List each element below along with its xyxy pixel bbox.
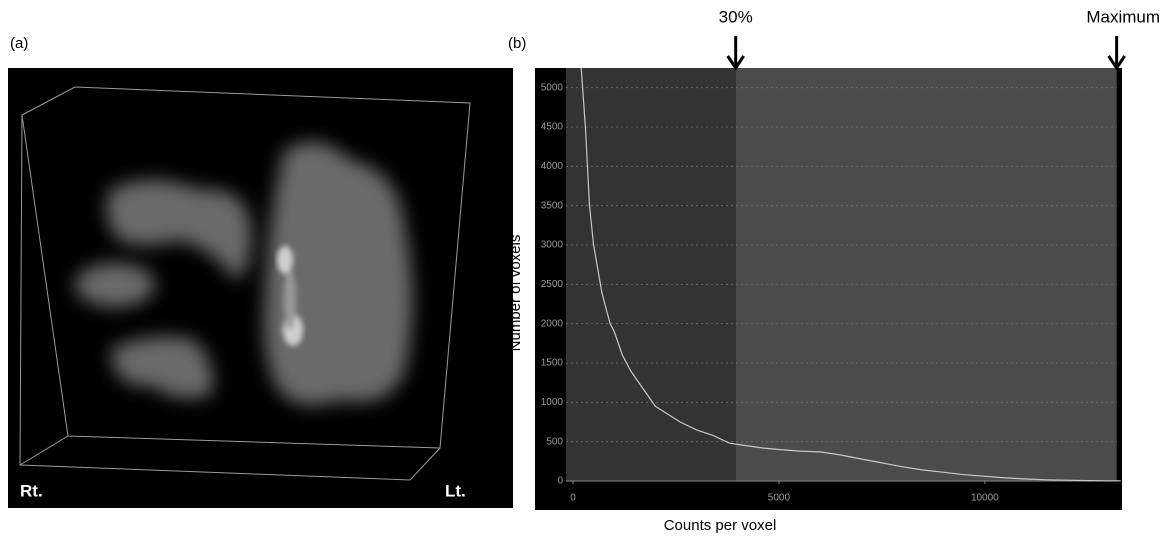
x-tick-label: 5000 [768,493,791,504]
panel-label: (b) [508,35,526,52]
y-tick-label: 3000 [541,240,564,251]
data-line [580,67,1121,482]
annotation-label: 30% [719,7,753,26]
side-label: Rt. [20,481,43,500]
y-tick-label: 500 [546,436,563,447]
y-tick-label: 5000 [541,82,564,93]
y-tick-label: 1000 [541,397,564,408]
y-tick-label: 3500 [541,200,564,211]
annotation-label: Maximum [1086,7,1160,26]
render-box [19,86,471,481]
plot: 0 500 1000 1500 2000 2500 3000 3500 4000 4500 5000… [541,67,1121,504]
region-above-threshold [735,68,1117,481]
y-tick-label: 1500 [541,358,564,369]
annotation-arrow [726,36,745,71]
y-tick-label: 4000 [541,161,564,172]
side-label: Lt. [445,481,466,500]
render-blobs [75,142,413,405]
y-tick-label: 2500 [541,279,564,290]
region-below-threshold [566,68,736,481]
x-tick-label: 0 [570,493,576,504]
x-tick-label: 10000 [971,493,999,504]
render-highlights [277,246,303,346]
y-tick-label: 2000 [541,318,564,329]
annotation-arrow [1107,36,1126,71]
panel-label: (a) [10,35,28,52]
y-tick-label: 0 [557,476,563,487]
y-axis-title: Number of voxels [507,235,524,352]
x-axis-title: Counts per voxel [664,517,777,534]
y-tick-label: 4500 [541,122,564,133]
